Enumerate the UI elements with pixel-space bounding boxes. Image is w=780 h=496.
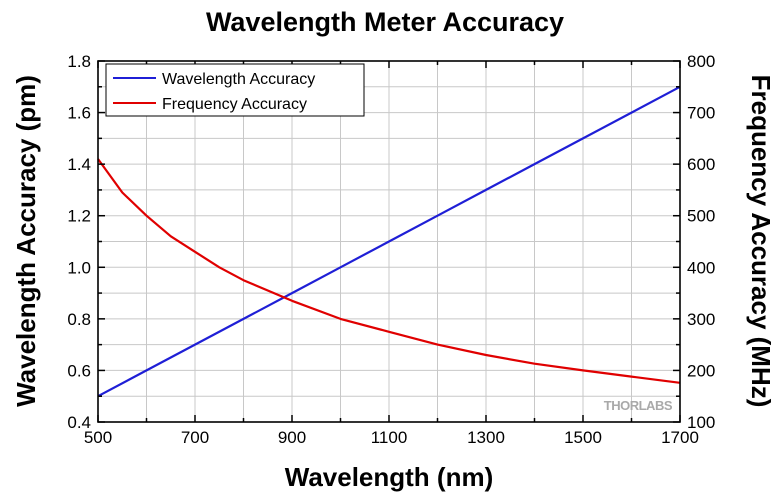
y-tick-label: 1.0 <box>67 258 91 277</box>
x-tick-label: 900 <box>278 428 306 447</box>
x-tick-label: 1300 <box>467 428 505 447</box>
y-tick-label: 0.6 <box>67 361 91 380</box>
y2-tick-label: 600 <box>687 155 715 174</box>
y2-tick-label: 700 <box>687 104 715 123</box>
y2-tick-label: 800 <box>687 52 715 71</box>
y2-tick-label: 200 <box>687 361 715 380</box>
y2-axis-label: Frequency Accuracy (MHz) <box>746 75 776 408</box>
y-tick-label: 0.4 <box>67 413 91 432</box>
legend-label-wavelength-accuracy: Wavelength Accuracy <box>162 71 315 88</box>
y2-tick-label: 300 <box>687 310 715 329</box>
legend-label-frequency-accuracy: Frequency Accuracy <box>162 96 307 113</box>
y-tick-label: 1.6 <box>67 104 91 123</box>
legend: Wavelength Accuracy Frequency Accuracy <box>105 63 365 117</box>
x-tick-label: 500 <box>84 428 112 447</box>
y-tick-label: 1.8 <box>67 52 91 71</box>
axis-ticks: 500 700 900 1100 1300 1500 1700 0.4 0.6 0.8 1.0 1.2… <box>67 52 715 447</box>
series-line-frequency-accuracy <box>97 158 681 384</box>
series-layer <box>97 85 681 398</box>
y-tick-label: 0.8 <box>67 310 91 329</box>
y-tick-label: 1.4 <box>67 155 91 174</box>
x-tick-label: 1100 <box>371 428 408 447</box>
chart-title: Wavelength Meter Accuracy <box>206 7 564 37</box>
x-tick-label: 700 <box>181 428 209 447</box>
y2-tick-label: 400 <box>687 258 715 277</box>
legend-box <box>105 63 365 117</box>
y2-tick-label: 100 <box>687 413 715 432</box>
y-axis-label: Wavelength Accuracy (pm) <box>11 75 41 407</box>
series-line-wavelength-accuracy <box>97 85 681 398</box>
y2-tick-label: 500 <box>687 207 715 226</box>
y-tick-label: 1.2 <box>67 207 91 226</box>
x-tick-label: 1500 <box>564 428 602 447</box>
x-axis-label: Wavelength (nm) <box>285 462 493 492</box>
x-tick-label: 1700 <box>661 428 699 447</box>
thorlabs-watermark: THORLABS <box>604 398 673 413</box>
